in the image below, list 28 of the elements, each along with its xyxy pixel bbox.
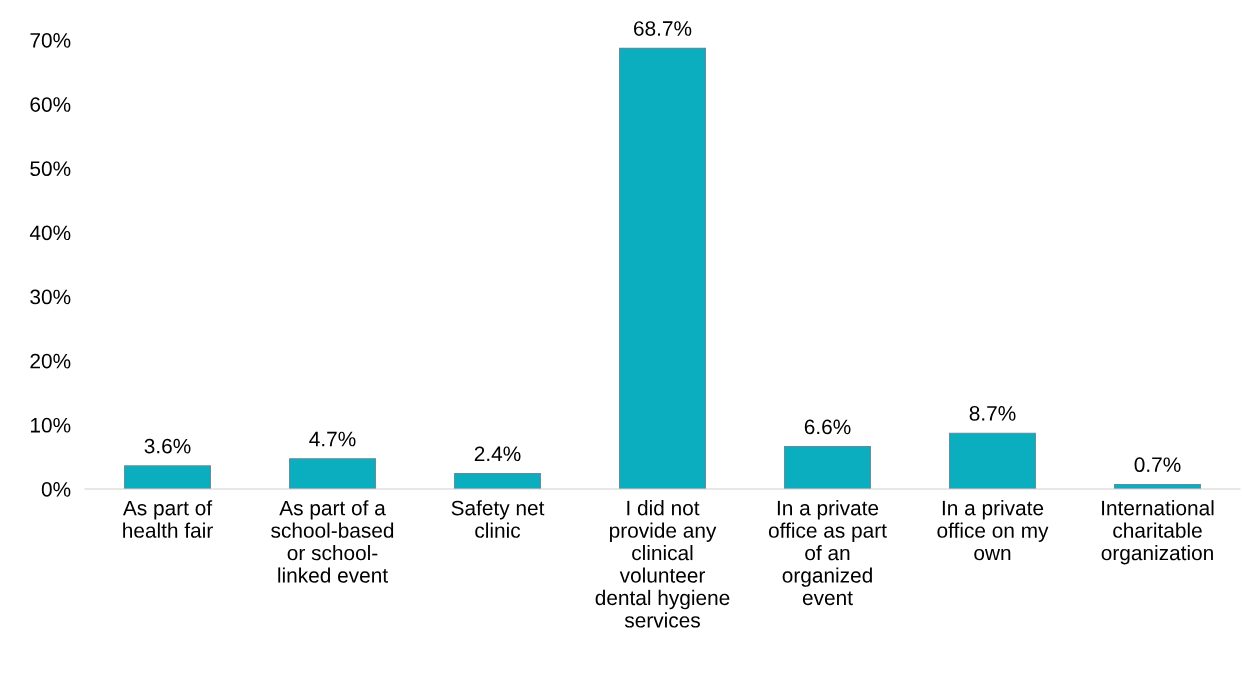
bar xyxy=(454,473,541,489)
y-tick-label: 0% xyxy=(41,482,71,497)
data-label: 2.4% xyxy=(474,446,521,462)
bar xyxy=(949,432,1036,489)
y-tick-label: 60% xyxy=(30,97,71,112)
data-label: 4.7% xyxy=(309,431,356,447)
data-label: 6.6% xyxy=(804,419,851,435)
data-label: 3.6% xyxy=(144,438,191,454)
y-tick-label: 30% xyxy=(30,289,71,305)
x-tick-label: As part of a school-based or school- linked event xyxy=(271,500,394,583)
y-tick-label: 50% xyxy=(30,161,71,177)
y-tick-label: 20% xyxy=(30,353,71,369)
y-tick-label: 70% xyxy=(30,33,71,48)
data-label: 8.7% xyxy=(969,405,1016,421)
bar xyxy=(289,458,376,489)
x-tick-label: As part of health fair xyxy=(122,500,213,538)
x-tick-label: Safety net clinic xyxy=(451,500,545,538)
y-tick-label: 40% xyxy=(29,225,71,241)
x-tick-label: In a private office as part of an organized event xyxy=(768,500,887,606)
data-label: 68.7% xyxy=(634,21,692,36)
x-tick-label: International charitable organization xyxy=(1101,500,1214,565)
y-tick-label: 10% xyxy=(31,417,71,433)
x-tick-label: I did not provide any clinical volunteer dental hygiene services xyxy=(595,500,730,628)
data-label: 0.7% xyxy=(1134,457,1181,473)
x-tick-label: In a private office on my own xyxy=(937,500,1049,561)
bar xyxy=(124,465,211,489)
bar xyxy=(619,47,706,489)
bar xyxy=(784,446,871,489)
